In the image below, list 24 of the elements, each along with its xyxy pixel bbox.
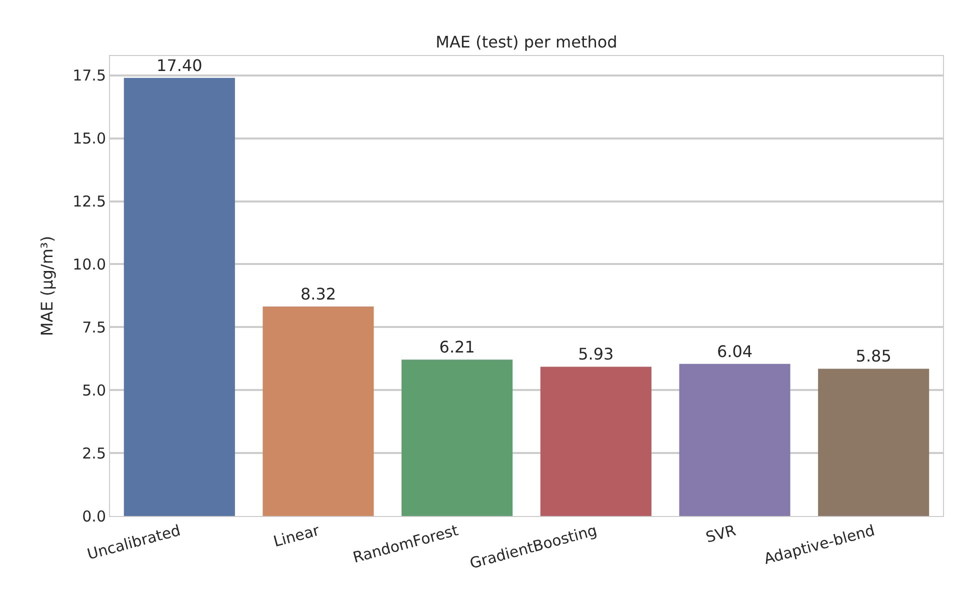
y-tick-label: 10.0 [72, 255, 106, 274]
y-tick-label: 0.0 [82, 507, 106, 526]
y-tick-label: 2.5 [82, 444, 106, 462]
x-tick-label: SVR [704, 521, 738, 546]
y-axis-title: MAE (µg/m³) [37, 236, 56, 336]
bar [124, 78, 235, 516]
data-label: 5.93 [578, 344, 614, 364]
data-label: 6.04 [716, 342, 753, 361]
bar [262, 306, 374, 516]
y-tick-label: 12.5 [72, 192, 106, 211]
x-tick-label: Linear [272, 521, 322, 551]
data-label: 5.85 [856, 346, 892, 366]
bar [402, 360, 513, 516]
chart-title: MAE (test) per method [436, 32, 618, 52]
y-tick-label: 17.5 [72, 66, 106, 85]
bar [818, 368, 930, 516]
y-tick-label: 7.5 [82, 318, 106, 336]
data-label: 8.32 [300, 284, 336, 304]
bar [540, 366, 652, 516]
y-tick-label: 15.0 [72, 130, 106, 148]
data-label: 6.21 [439, 338, 475, 357]
data-label: 17.40 [156, 56, 202, 75]
bar [679, 364, 790, 516]
y-tick-label: 5.0 [82, 381, 106, 400]
